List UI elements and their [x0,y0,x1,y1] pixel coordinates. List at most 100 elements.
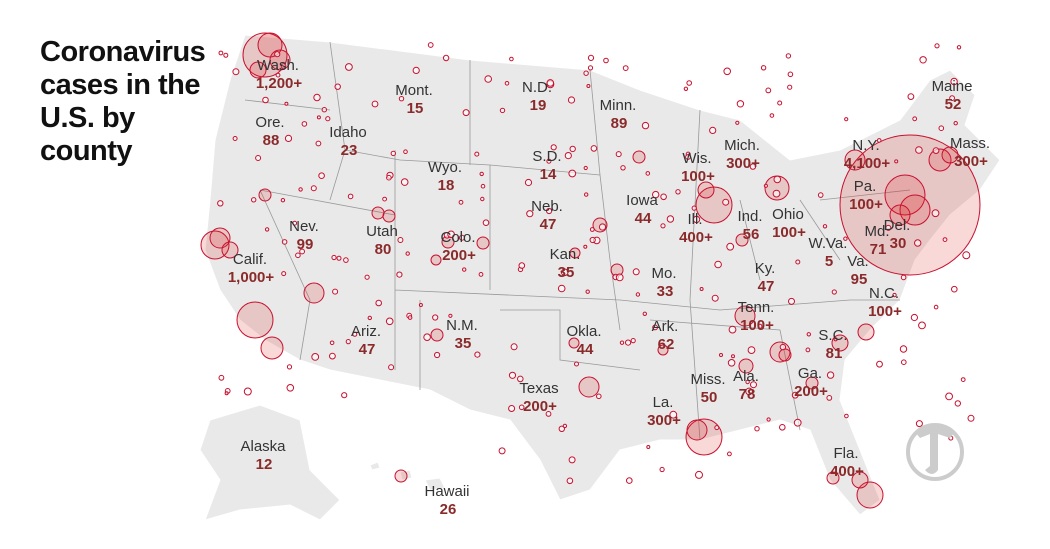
state-name: Neb. [531,198,563,215]
state-name: Tenn. [738,299,775,316]
state-name: Ind. [737,208,762,225]
county-dot [562,423,568,429]
state-count: 200+ [523,398,557,415]
state-count: 300+ [726,155,760,172]
county-dot [343,257,349,263]
state-name: La. [653,394,674,411]
county-dot [567,96,576,104]
county-bubble [856,481,884,509]
state-name: S.D. [532,148,561,165]
county-bubble [303,282,325,304]
county-dot [224,391,229,396]
county-dot [586,84,591,88]
state-count: 1,200+ [256,75,303,92]
county-dot [695,470,703,479]
county-dot [385,317,394,326]
county-dot [769,113,775,118]
county-dot [568,169,577,178]
county-bubble [734,305,756,327]
county-dot [442,54,450,62]
county-dot [711,294,719,302]
county-dot [262,96,269,104]
state-name: Ore. [255,114,284,131]
county-dot [517,375,524,383]
county-dot [900,274,907,281]
state-name: Ohio [772,206,804,223]
state-count: 200+ [442,247,476,264]
county-dot [432,314,439,321]
county-dot [403,149,408,154]
county-dot [458,199,464,205]
county-dot [632,268,640,276]
county-dot [583,70,589,76]
state-name: Maine [932,78,973,95]
county-dot [474,351,481,358]
county-dot [310,185,317,192]
county-dot [590,145,598,152]
county-dot [766,417,771,422]
county-dot [284,134,293,142]
county-dot [779,343,787,351]
state-count: 1,000+ [228,269,275,286]
state-count: 47 [758,278,775,295]
county-dot [919,56,927,64]
county-dot [286,364,293,370]
state-name: Mo. [651,265,676,282]
county-dot [826,395,833,401]
county-dot [901,359,907,366]
county-dot [793,418,802,427]
county-dot [723,67,732,76]
county-bubble [805,376,819,390]
state-name: N.Y. [852,137,879,154]
county-bubble [851,471,869,489]
county-dot [735,120,740,125]
state-name: Ariz. [351,323,381,340]
county-dot [589,227,595,232]
county-dot [217,200,224,207]
county-dot [400,178,409,186]
state-count: 18 [438,177,455,194]
county-dot [427,42,434,48]
county-dot [765,87,772,94]
county-dot [719,353,723,357]
state-name: Mich. [724,137,760,154]
county-bubble [476,236,490,250]
county-dot [910,313,919,322]
county-dot [709,126,717,134]
county-dot [509,56,514,62]
county-dot [615,273,624,282]
county-dot [292,220,298,226]
county-dot [345,339,351,345]
county-dot [484,75,493,83]
county-dot [546,207,553,215]
state-count: 100+ [849,196,883,213]
county-dot [336,255,342,261]
county-dot [603,57,609,64]
county-dot [508,405,516,412]
county-dot [218,374,225,381]
state-count: 23 [341,142,358,159]
county-dot [546,79,555,87]
county-dot [949,95,955,101]
county-bubble [236,301,274,339]
county-dot [745,379,750,385]
county-dot [691,205,697,211]
state-name: Nev. [289,218,319,235]
state-name: Texas [519,380,558,397]
county-dot [334,83,341,90]
county-dot [915,146,923,154]
county-dot [619,340,625,345]
county-dot [382,196,388,202]
county-dot [315,140,322,147]
county-dot [479,171,484,177]
state-name: Va. [847,253,868,270]
state-name: W.Va. [809,235,848,252]
state-count: 200+ [794,383,828,400]
county-dot [423,333,431,342]
state-count: 300+ [647,412,681,429]
county-dot [243,387,252,396]
state-name: N.C. [869,285,899,302]
state-count: 19 [530,97,547,114]
county-dot [772,189,781,198]
county-dot [301,121,308,127]
